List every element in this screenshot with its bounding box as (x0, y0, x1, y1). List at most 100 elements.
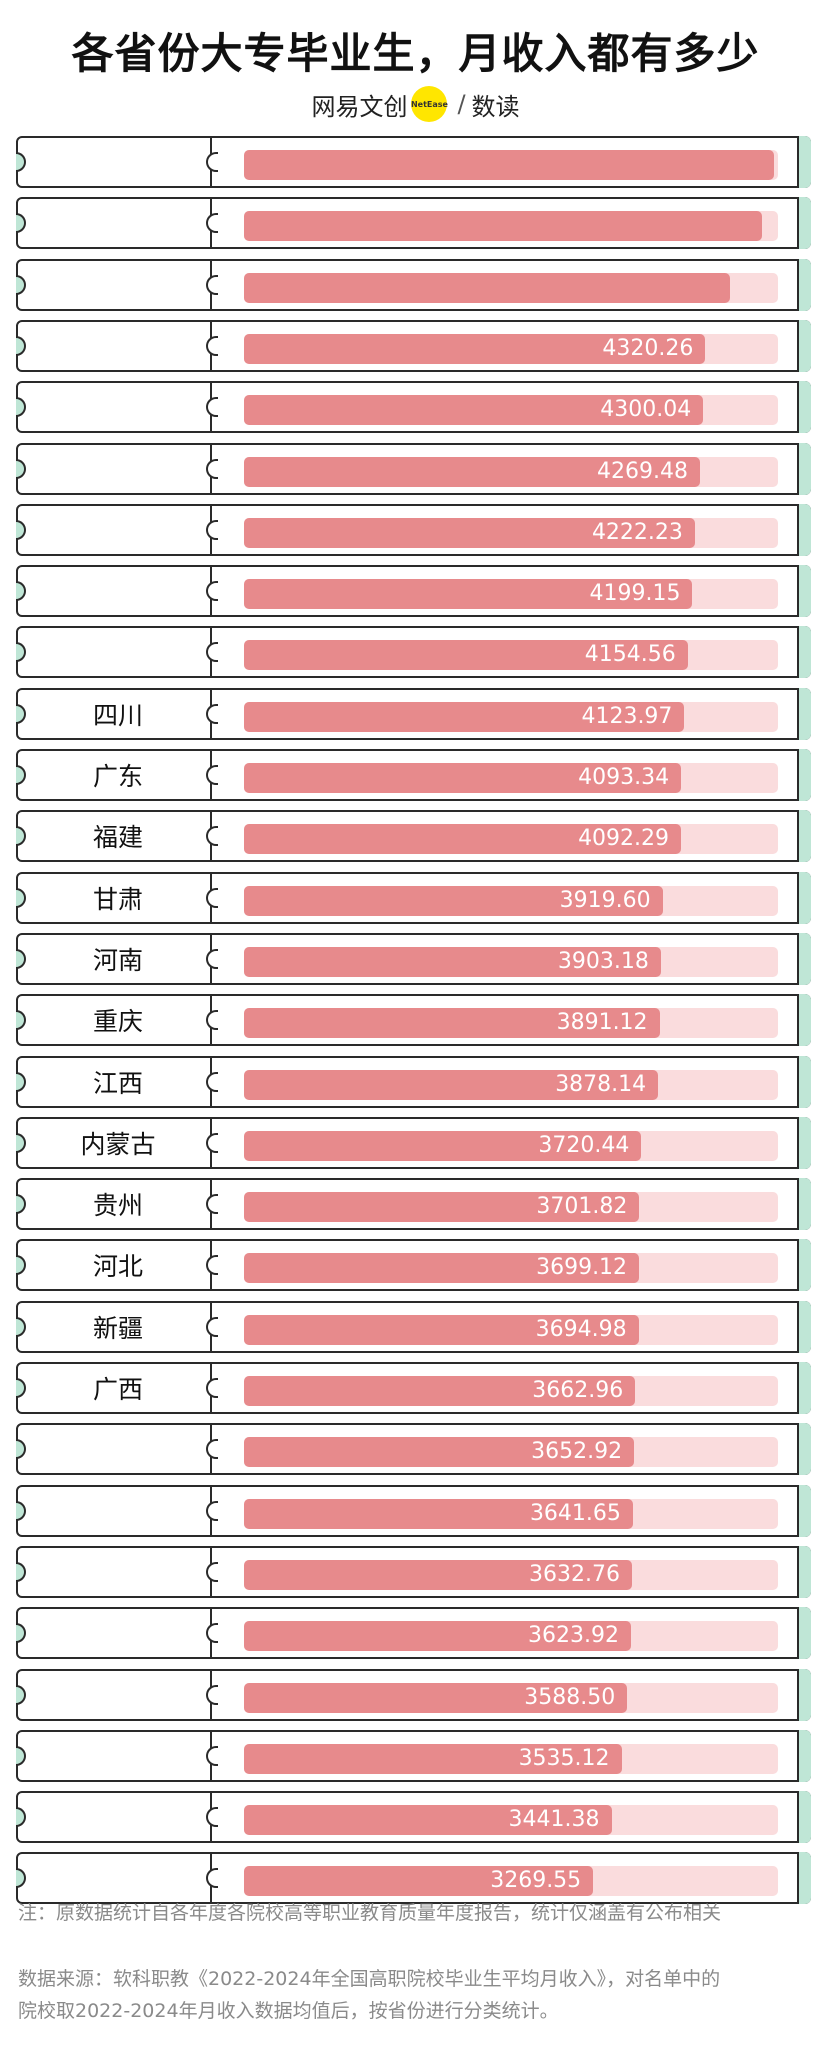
province-label (26, 1854, 212, 1903)
province-notch (206, 1807, 218, 1828)
province-notch (206, 887, 218, 908)
bar-row: 4222.23 (16, 503, 811, 556)
province-notch (206, 458, 218, 479)
row-accent-tab (797, 1178, 811, 1231)
bar-row: 4300.04 (16, 381, 811, 434)
row-notch-left (16, 1378, 26, 1398)
bar (244, 1559, 632, 1590)
row-notch-left (16, 1684, 26, 1705)
row-accent-tab (797, 1423, 811, 1476)
bar-row: 甘肃 3919.60 (16, 871, 811, 924)
province-notch (206, 1316, 218, 1337)
value-label: 4199.15 (589, 581, 681, 607)
row-accent-tab (797, 810, 811, 863)
bar-row: 3441.38 (16, 1791, 811, 1844)
province-label: 福建 (26, 812, 212, 861)
province-notch (206, 1010, 218, 1031)
value-label: 3701.82 (536, 1194, 628, 1220)
value-label: 4123.97 (581, 703, 673, 729)
bar (244, 456, 700, 487)
bar (244, 1621, 632, 1652)
row-accent-tab (797, 1607, 811, 1660)
bar-row: 3632.76 (16, 1545, 811, 1598)
bar (244, 701, 685, 732)
province-label: 重庆 (26, 996, 212, 1045)
province-label: 甘肃 (26, 873, 212, 922)
province-label: 内蒙古 (26, 1118, 212, 1167)
bar-row: 3535.12 (16, 1729, 811, 1782)
bar (244, 824, 682, 855)
brand-netease-label: 网易文创 (311, 92, 408, 121)
province-notch (206, 1132, 218, 1153)
row-notch-left (16, 642, 26, 663)
bar (244, 211, 762, 242)
row-notch-left (16, 1255, 26, 1276)
row-accent-tab (797, 1791, 811, 1844)
province-label (26, 1486, 212, 1535)
row-accent-tab (797, 687, 811, 740)
value-label: 4092.29 (578, 826, 670, 852)
value-label: 4300.04 (600, 397, 692, 423)
province-notch (206, 397, 218, 418)
province-notch (206, 581, 218, 602)
row-accent-tab (797, 319, 811, 372)
row-accent-tab (797, 503, 811, 556)
row-notch-left (16, 581, 26, 602)
value-label: 4320.26 (602, 335, 694, 361)
bar-row: 福建 4092.29 (16, 810, 811, 863)
bar-row: 4269.48 (16, 442, 811, 495)
row-accent-tab (797, 626, 811, 679)
bar (244, 395, 704, 426)
row-accent-tab (797, 1729, 811, 1782)
bar (244, 1743, 622, 1774)
row-notch-left (16, 1745, 26, 1766)
brand-shudu-label: 数读 (471, 92, 520, 121)
value-label: 3903.18 (557, 948, 649, 974)
bar-row: 3623.92 (16, 1607, 811, 1660)
value-label (244, 211, 750, 241)
province-label (26, 628, 212, 677)
row-notch-left (16, 458, 26, 479)
value-label: 3588.50 (524, 1684, 616, 1710)
province-notch (206, 1194, 218, 1215)
province-label: 河南 (26, 934, 212, 983)
row-accent-tab (797, 197, 811, 250)
bar-row: 内蒙古 3720.44 (16, 1116, 811, 1169)
province-notch (206, 152, 218, 172)
province-notch (206, 1868, 218, 1889)
value-label: 3694.98 (535, 1316, 627, 1342)
row-notch-left (16, 335, 26, 356)
bar (244, 885, 663, 916)
row-notch-left (16, 703, 26, 724)
chart-title: 各省份大专毕业生，月收入都有多少 (71, 29, 760, 78)
value-label: 3662.96 (532, 1378, 624, 1403)
bar (244, 1376, 636, 1406)
value-label: 3535.12 (518, 1745, 610, 1771)
province-notch (206, 1684, 218, 1705)
province-label (26, 1547, 212, 1596)
row-notch-left (16, 1868, 26, 1889)
row-notch-left (16, 152, 26, 172)
province-notch (206, 948, 218, 969)
footnote-note: 注：原数据统计自各年度各院校高等职业教育质量年度报告，统计仅涵盖有公布相关 (18, 1902, 722, 1924)
footnote-source-line-2: 院校取2022-2024年月收入数据均值后，按省份进行分类统计。 (18, 2000, 559, 2022)
bar (244, 1130, 642, 1161)
bar-row: 3641.65 (16, 1484, 811, 1537)
province-label: 四川 (26, 689, 212, 738)
province-label (26, 383, 212, 432)
value-label: 3441.38 (508, 1807, 600, 1833)
province-label (26, 567, 212, 616)
row-notch-left (16, 213, 26, 234)
row-notch-left (16, 1194, 26, 1215)
row-accent-tab (797, 381, 811, 434)
province-notch (206, 274, 218, 295)
row-accent-tab (797, 1484, 811, 1537)
row-accent-tab (797, 1239, 811, 1292)
bar (244, 1008, 660, 1039)
value-label (244, 273, 718, 303)
province-notch (206, 1439, 218, 1460)
row-notch-left (16, 1623, 26, 1644)
bar (244, 1314, 639, 1345)
province-notch (206, 1378, 218, 1398)
